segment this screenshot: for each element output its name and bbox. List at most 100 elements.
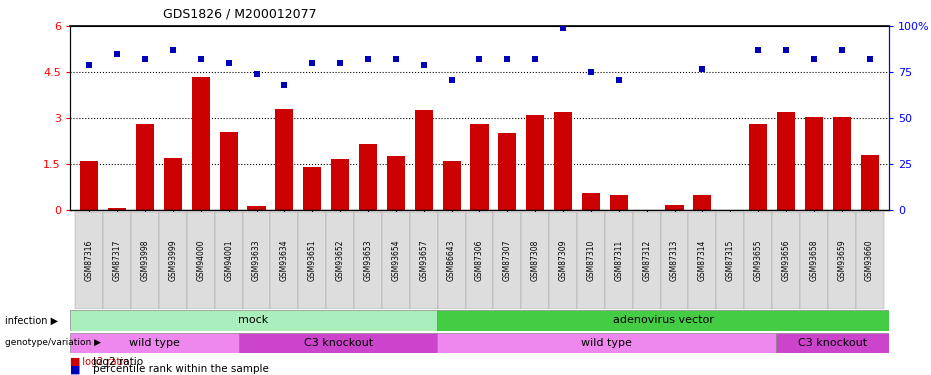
Point bbox=[416, 62, 431, 68]
Point bbox=[834, 47, 849, 53]
Bar bbox=[164, 158, 182, 210]
Bar bbox=[70, 333, 239, 353]
Bar bbox=[633, 212, 661, 309]
Text: GSM87307: GSM87307 bbox=[503, 240, 512, 281]
Bar bbox=[694, 195, 711, 210]
Bar bbox=[493, 212, 521, 309]
Point bbox=[612, 76, 627, 82]
Text: GSM87317: GSM87317 bbox=[113, 240, 122, 281]
Bar bbox=[860, 155, 879, 210]
Point bbox=[82, 62, 97, 68]
Bar bbox=[80, 161, 99, 210]
Bar bbox=[466, 212, 493, 309]
Bar bbox=[549, 212, 577, 309]
Bar bbox=[688, 212, 716, 309]
Bar bbox=[470, 124, 489, 210]
Bar bbox=[382, 212, 410, 309]
Text: GSM87316: GSM87316 bbox=[85, 240, 94, 281]
Bar bbox=[716, 212, 744, 309]
Point bbox=[332, 60, 347, 66]
Text: GSM93655: GSM93655 bbox=[753, 240, 762, 281]
Bar bbox=[220, 132, 237, 210]
Bar bbox=[661, 212, 688, 309]
Bar bbox=[577, 212, 605, 309]
Text: GSM93656: GSM93656 bbox=[781, 240, 790, 281]
Text: adenovirus vector: adenovirus vector bbox=[613, 315, 713, 326]
Bar bbox=[605, 212, 633, 309]
Text: infection ▶: infection ▶ bbox=[5, 315, 58, 326]
Bar bbox=[414, 111, 433, 210]
Bar bbox=[828, 212, 856, 309]
Point bbox=[528, 56, 543, 62]
Text: GSM93653: GSM93653 bbox=[363, 240, 372, 281]
Text: GSM93659: GSM93659 bbox=[837, 240, 846, 281]
Bar bbox=[438, 212, 466, 309]
Bar bbox=[331, 159, 349, 210]
Point bbox=[750, 47, 765, 53]
Text: GSM93657: GSM93657 bbox=[419, 240, 428, 281]
Text: GSM93658: GSM93658 bbox=[809, 240, 818, 281]
Bar bbox=[776, 333, 889, 353]
Bar bbox=[136, 124, 155, 210]
Point bbox=[500, 56, 515, 62]
Text: GSM93634: GSM93634 bbox=[280, 240, 289, 281]
Text: GSM87312: GSM87312 bbox=[642, 240, 651, 281]
Bar bbox=[354, 212, 382, 309]
Bar bbox=[75, 212, 103, 309]
Text: GSM87308: GSM87308 bbox=[531, 240, 540, 281]
Text: GSM86643: GSM86643 bbox=[447, 240, 456, 281]
Bar bbox=[187, 212, 215, 309]
Bar bbox=[248, 206, 265, 210]
Point bbox=[444, 76, 459, 82]
Text: GSM94000: GSM94000 bbox=[196, 240, 206, 281]
Text: percentile rank within the sample: percentile rank within the sample bbox=[93, 364, 269, 374]
Bar bbox=[442, 161, 461, 210]
Bar bbox=[498, 134, 517, 210]
Point bbox=[472, 56, 487, 62]
Point bbox=[304, 60, 319, 66]
Bar bbox=[749, 124, 767, 210]
Bar bbox=[526, 115, 545, 210]
Point bbox=[277, 82, 291, 88]
Bar bbox=[856, 212, 884, 309]
Point bbox=[778, 47, 793, 53]
Point bbox=[222, 60, 236, 66]
Point bbox=[250, 71, 264, 77]
Text: GSM93999: GSM93999 bbox=[169, 240, 178, 281]
Text: GSM87306: GSM87306 bbox=[475, 240, 484, 281]
Bar bbox=[410, 212, 438, 309]
Bar bbox=[276, 109, 293, 210]
Text: ■: ■ bbox=[70, 357, 80, 367]
Point bbox=[138, 56, 153, 62]
Bar bbox=[437, 333, 776, 353]
Bar bbox=[215, 212, 243, 309]
Bar bbox=[582, 193, 600, 210]
Bar bbox=[666, 206, 683, 210]
Bar bbox=[131, 212, 159, 309]
Bar bbox=[271, 212, 298, 309]
Text: GSM87315: GSM87315 bbox=[726, 240, 735, 281]
Bar bbox=[386, 156, 405, 210]
Text: GSM93651: GSM93651 bbox=[308, 240, 317, 281]
Text: ■ log2 ratio: ■ log2 ratio bbox=[70, 357, 128, 367]
Point bbox=[806, 56, 821, 62]
Text: GSM93652: GSM93652 bbox=[336, 240, 344, 281]
Bar bbox=[744, 212, 772, 309]
Bar bbox=[108, 209, 127, 210]
Point bbox=[194, 56, 209, 62]
Bar bbox=[804, 117, 823, 210]
Text: ■: ■ bbox=[70, 364, 80, 374]
Bar bbox=[103, 212, 131, 309]
Point bbox=[360, 56, 375, 62]
Bar bbox=[800, 212, 828, 309]
Text: GSM93998: GSM93998 bbox=[141, 240, 150, 281]
Text: GSM87313: GSM87313 bbox=[670, 240, 679, 281]
Text: C3 knockout: C3 knockout bbox=[304, 338, 372, 348]
Bar bbox=[772, 212, 800, 309]
Point bbox=[862, 56, 877, 62]
Bar bbox=[159, 212, 187, 309]
Bar bbox=[192, 77, 209, 210]
Text: GSM93660: GSM93660 bbox=[865, 240, 874, 281]
Bar bbox=[832, 117, 851, 210]
Bar bbox=[359, 144, 377, 210]
